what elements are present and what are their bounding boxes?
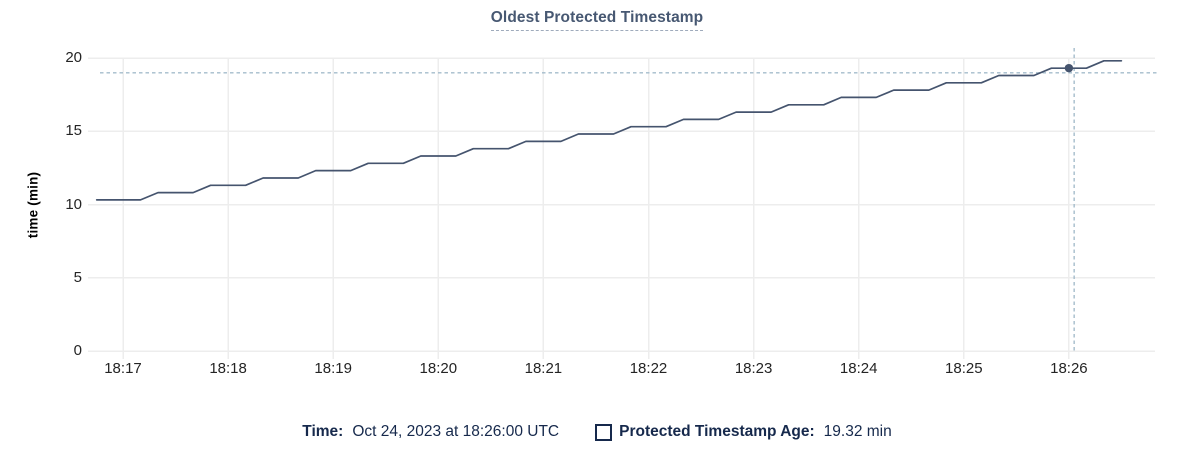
y-tick-label: 0 (73, 342, 82, 359)
x-tick-label: 18:17 (104, 360, 142, 377)
legend-time-value: Oct 24, 2023 at 18:26:00 UTC (352, 423, 560, 440)
y-tick-label: 15 (65, 122, 82, 140)
chart-title[interactable]: Oldest Protected Timestamp (490, 9, 704, 31)
series-line (95, 59, 1123, 201)
x-tick-label: 18:23 (734, 360, 773, 377)
legend-series-label: Protected Timestamp Age: (619, 423, 815, 440)
legend-time-label: Time: (302, 423, 344, 440)
y-tick-label: 5 (73, 268, 82, 286)
hover-dot (1064, 63, 1074, 73)
x-tick-label: 18:19 (314, 360, 352, 377)
x-tick-label: 18:25 (945, 360, 983, 377)
chart-header: Oldest Protected Timestamp (0, 9, 1194, 31)
y-tick-label: 20 (65, 49, 82, 67)
chart-legend: Time: Oct 24, 2023 at 18:26:00 UTC Prote… (0, 423, 1194, 441)
x-tick-label: 18:18 (209, 360, 247, 377)
legend-series-value: 19.32 min (823, 423, 892, 440)
x-tick-label: 18:26 (1050, 360, 1088, 377)
y-tick-label: 10 (65, 195, 82, 213)
x-tick-label: 18:24 (839, 360, 878, 377)
series-checkbox-swatch[interactable] (595, 423, 613, 441)
x-tick-label: 18:22 (629, 360, 668, 377)
x-tick-label: 18:20 (419, 360, 458, 377)
x-tick-label: 18:21 (524, 360, 563, 377)
chart-plot-area[interactable] (0, 0, 1194, 412)
